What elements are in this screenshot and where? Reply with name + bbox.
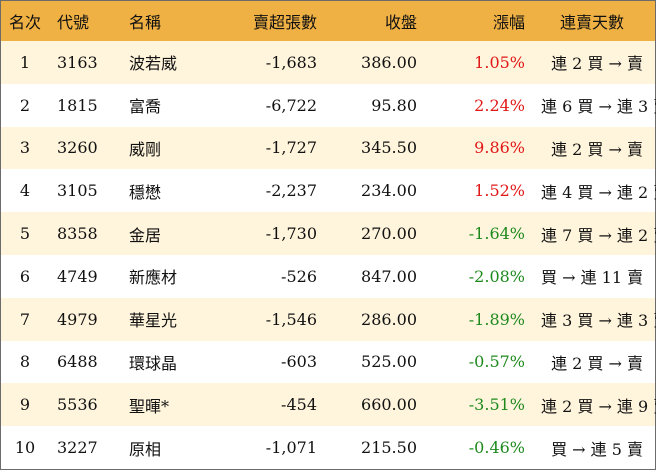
cell-name: 穩懋 [129, 182, 162, 202]
table-row: 8 6488 環球晶 -603 525.00 -0.57% 連 2 買 → 賣 [1, 340, 655, 384]
cell-code: 5536 [57, 395, 98, 415]
cell-change: -0.46% [468, 438, 525, 458]
cell-rank: 3 [19, 138, 31, 158]
cell-net-sell: -603 [281, 352, 317, 372]
cell-code: 4979 [57, 309, 98, 329]
cell-net-sell: -1,071 [265, 438, 317, 458]
cell-close: 345.50 [361, 138, 417, 158]
cell-code: 3260 [57, 138, 98, 158]
header-close: 收盤 [384, 13, 417, 32]
cell-rank: 6 [19, 266, 31, 286]
cell-change: 1.52% [474, 181, 525, 201]
cell-streak: 買 → 連 11 賣 [541, 268, 644, 288]
table-row: 9 5536 聖暉* -454 660.00 -3.51% 連 2 買 → 連 9 賣 [1, 383, 656, 427]
cell-streak: 連 7 買 → 連 2 賣 [541, 225, 656, 245]
header-code: 代號 [57, 13, 90, 32]
cell-change: -0.57% [468, 352, 525, 372]
table-row: 1 3163 波若威 -1,683 386.00 1.05% 連 2 買 → 賣 [1, 41, 655, 84]
cell-close: 95.80 [371, 95, 417, 115]
cell-rank: 7 [19, 309, 31, 329]
cell-net-sell: -1,546 [265, 309, 317, 329]
table-row: 2 1815 富喬 -6,722 95.80 2.24% 連 6 買 → 連 3 賣 [1, 83, 656, 127]
cell-change: 9.86% [474, 138, 525, 158]
cell-streak: 連 4 買 → 連 2 賣 [541, 182, 656, 202]
table-row: 5 8358 金居 -1,730 270.00 -1.64% 連 7 買 → 連 2 賣 [1, 212, 656, 255]
cell-code: 8358 [57, 224, 98, 244]
table-row: 3 3260 威剛 -1,727 345.50 9.86% 連 2 買 → 賣 [1, 126, 655, 170]
cell-rank: 10 [14, 438, 36, 458]
cell-net-sell: -526 [281, 266, 317, 286]
cell-rank: 4 [19, 181, 31, 201]
cell-streak: 連 2 買 → 賣 [551, 139, 643, 159]
cell-code: 3227 [57, 438, 98, 458]
cell-name: 華星光 [129, 311, 178, 331]
table-row: 6 4749 新應材 -526 847.00 -2.08% 買 → 連 11 賣 [1, 254, 655, 298]
cell-streak: 連 6 買 → 連 3 賣 [541, 97, 656, 117]
cell-rank: 5 [19, 224, 31, 244]
cell-streak: 連 3 買 → 連 3 賣 [541, 311, 656, 331]
cell-code: 1815 [57, 95, 98, 115]
cell-rank: 9 [19, 395, 31, 415]
table-row: 7 4979 華星光 -1,546 286.00 -1.89% 連 3 買 → 連 3 賣 [1, 297, 656, 341]
cell-change: -3.51% [468, 395, 525, 415]
cell-streak: 連 2 買 → 賣 [551, 353, 643, 373]
cell-close: 234.00 [361, 181, 417, 201]
cell-rank: 1 [19, 52, 31, 72]
cell-rank: 2 [19, 95, 31, 115]
cell-change: -1.64% [468, 224, 525, 244]
cell-net-sell: -1,727 [265, 138, 317, 158]
cell-net-sell: -2,237 [265, 181, 317, 201]
cell-close: 215.50 [361, 438, 417, 458]
cell-net-sell: -1,730 [265, 224, 317, 244]
table-header: 名次 代號 名稱 賣超張數 收盤 漲幅 連賣天數 [1, 1, 655, 41]
header-row: 名次 代號 名稱 賣超張數 收盤 漲幅 連賣天數 [1, 1, 655, 41]
cell-name: 聖暉* [129, 396, 170, 416]
cell-name: 環球晶 [129, 353, 178, 373]
cell-close: 270.00 [361, 224, 417, 244]
cell-code: 4749 [57, 266, 98, 286]
header-change: 漲幅 [492, 13, 525, 32]
cell-close: 386.00 [361, 52, 417, 72]
cell-close: 525.00 [361, 352, 417, 372]
cell-close: 847.00 [361, 266, 417, 286]
cell-net-sell: -6,722 [265, 95, 317, 115]
cell-rank: 8 [19, 352, 31, 372]
cell-streak: 連 2 買 → 賣 [551, 54, 643, 74]
cell-streak: 買 → 連 5 賣 [551, 439, 643, 459]
cell-streak: 連 2 買 → 連 9 賣 [541, 396, 656, 416]
cell-change: 2.24% [474, 95, 525, 115]
cell-name: 富喬 [129, 97, 162, 117]
cell-name: 波若威 [129, 54, 178, 74]
cell-name: 原相 [129, 439, 162, 459]
header-net-sell: 賣超張數 [252, 13, 317, 32]
header-name: 名稱 [129, 13, 162, 32]
cell-name: 新應材 [129, 268, 178, 288]
cell-name: 金居 [129, 225, 162, 245]
cell-close: 286.00 [361, 309, 417, 329]
table-body: 1 3163 波若威 -1,683 386.00 1.05% 連 2 買 → 賣 2 1815 富… [1, 41, 656, 469]
cell-code: 3163 [57, 52, 98, 72]
table-row: 4 3105 穩懋 -2,237 234.00 1.52% 連 4 買 → 連 2 賣 [1, 169, 656, 213]
cell-code: 3105 [57, 181, 98, 201]
cell-change: 1.05% [474, 52, 525, 72]
cell-name: 威剛 [129, 139, 162, 159]
cell-code: 6488 [57, 352, 98, 372]
cell-net-sell: -1,683 [265, 52, 317, 72]
table-row: 10 3227 原相 -1,071 215.50 -0.46% 買 → 連 5 賣 [1, 426, 655, 469]
cell-net-sell: -454 [281, 395, 317, 415]
cell-change: -1.89% [468, 309, 525, 329]
cell-change: -2.08% [468, 266, 525, 286]
header-streak: 連賣天數 [559, 13, 624, 32]
cell-close: 660.00 [361, 395, 417, 415]
header-rank: 名次 [9, 13, 42, 32]
